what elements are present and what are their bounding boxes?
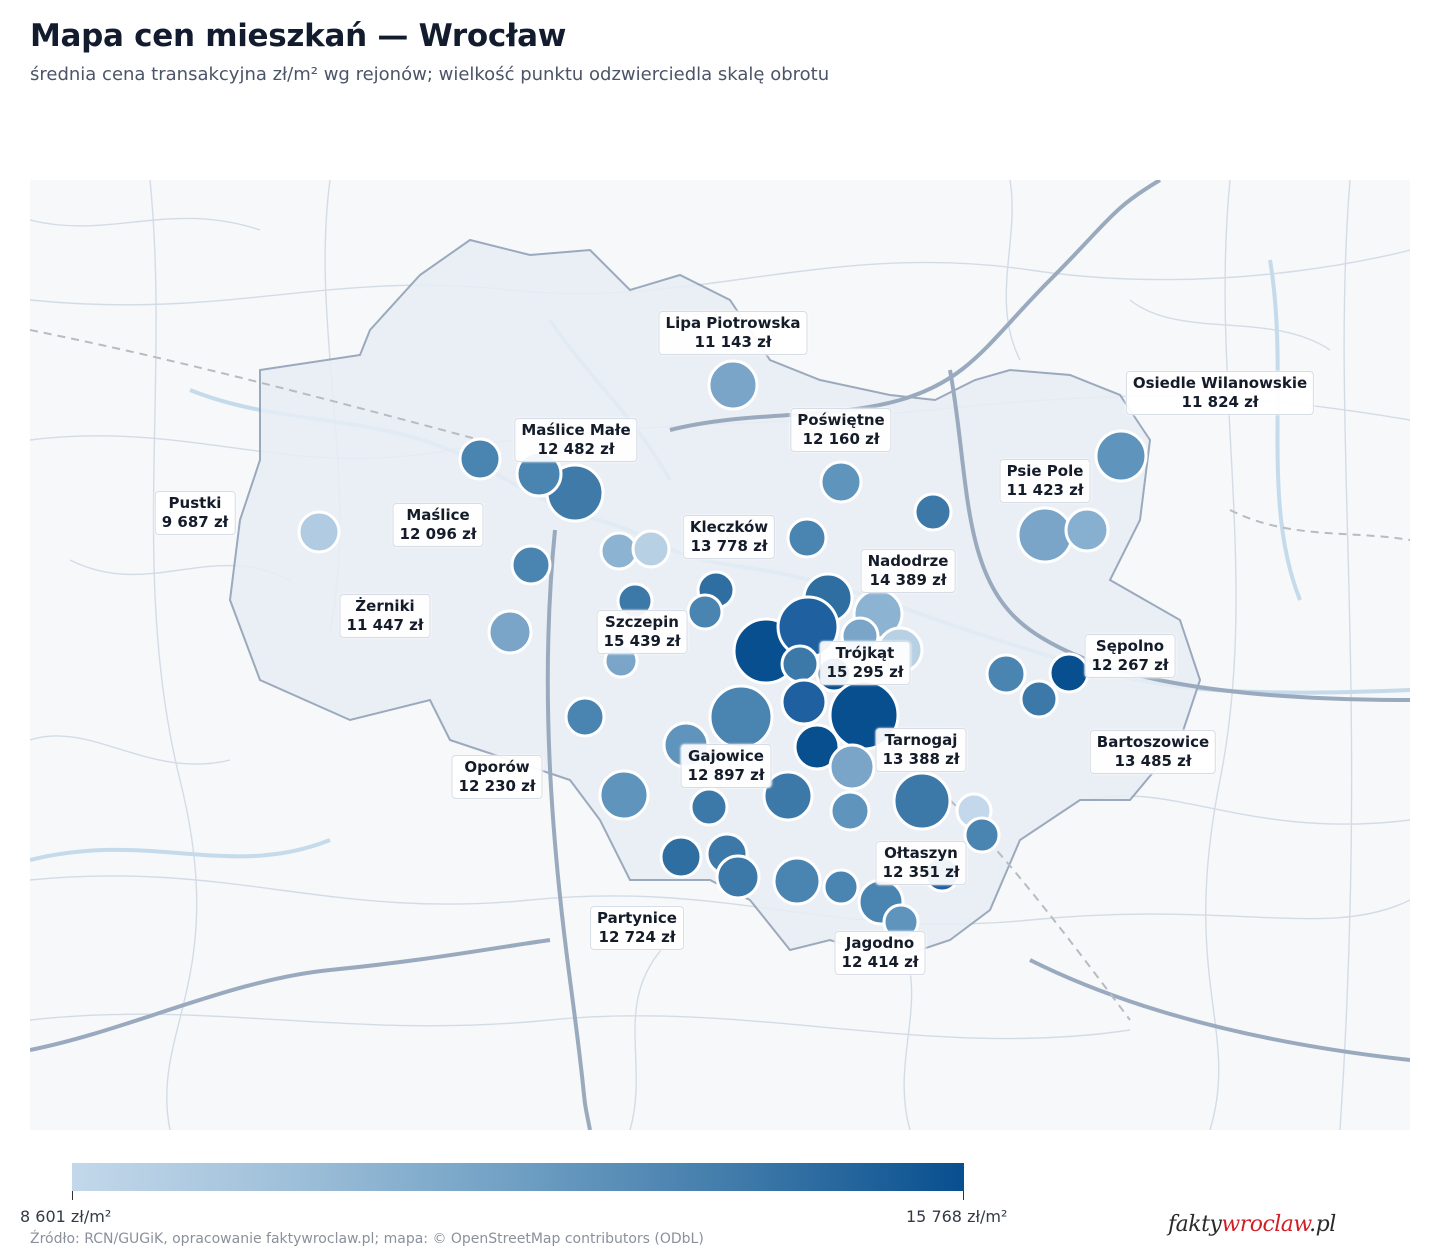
- legend-min-label: 8 601 zł/m²: [20, 1207, 112, 1226]
- marker-south-4[interactable]: [772, 856, 822, 906]
- label-zerniki[interactable]: Żerniki 11 447 zł: [339, 594, 431, 638]
- map-frame[interactable]: Lipa Piotrowska 11 143 zł Osiedle Wilano…: [30, 180, 1410, 1130]
- marker-kleczkow-3[interactable]: [631, 529, 671, 569]
- color-legend-bar: [72, 1163, 964, 1191]
- marker-psie-pole-2[interactable]: [1064, 507, 1110, 553]
- marker-bartoszowice-2[interactable]: [963, 816, 1001, 854]
- marker-south-3[interactable]: [715, 854, 761, 900]
- marker-centre-5[interactable]: [780, 644, 820, 684]
- label-bartoszowice[interactable]: Bartoszowice 13 485 zł: [1089, 730, 1217, 774]
- label-nadodrze[interactable]: Nadodrze 14 389 zł: [860, 549, 956, 593]
- logo-part-2: wroclaw: [1221, 1212, 1310, 1237]
- page-subtitle: średnia cena transakcyjna zł/m² wg rejon…: [30, 64, 830, 85]
- source-note: Źródło: RCN/GUGiK, opracowanie faktywroc…: [30, 1231, 704, 1247]
- label-jagodno[interactable]: Jagodno 12 414 zł: [834, 931, 926, 975]
- label-osiedle-wilanowskie[interactable]: Osiedle Wilanowskie 11 824 zł: [1125, 371, 1315, 415]
- label-szczepin[interactable]: Szczepin 15 439 zł: [596, 610, 688, 654]
- marker-zerniki[interactable]: [487, 609, 533, 655]
- marker-south-1[interactable]: [659, 835, 703, 879]
- marker-north-west[interactable]: [458, 437, 502, 481]
- marker-sepolno-3[interactable]: [1019, 679, 1059, 719]
- marker-szczepin-3[interactable]: [686, 593, 724, 631]
- label-oltaszyn[interactable]: Ołtaszyn 12 351 zł: [875, 841, 967, 885]
- marker-tarnogaj-2[interactable]: [828, 743, 876, 791]
- marker-gajowice-1[interactable]: [708, 684, 774, 750]
- logo-part-1: fakty: [1168, 1212, 1222, 1237]
- label-psie-pole[interactable]: Psie Pole 11 423 zł: [999, 459, 1091, 503]
- marker-lipa-piotrowska[interactable]: [707, 359, 759, 411]
- marker-poswietne[interactable]: [819, 460, 863, 504]
- legend-tick-min: [72, 1191, 73, 1200]
- marker-north-east[interactable]: [913, 492, 953, 532]
- label-lipa-piotrowska[interactable]: Lipa Piotrowska 11 143 zł: [658, 311, 808, 355]
- marker-psie-pole[interactable]: [1016, 506, 1074, 564]
- logo[interactable]: faktywroclaw.pl: [1168, 1212, 1336, 1237]
- label-maslice[interactable]: Maślice 12 096 zł: [392, 503, 484, 547]
- marker-kleczkow[interactable]: [786, 517, 828, 559]
- street-network: [30, 180, 1410, 1130]
- marker-oporow[interactable]: [598, 769, 650, 821]
- label-sepolno[interactable]: Sępolno 12 267 zł: [1084, 634, 1176, 678]
- marker-sepolno[interactable]: [1048, 652, 1090, 694]
- page-title: Mapa cen mieszkań — Wrocław: [30, 18, 567, 54]
- marker-gajowice-5[interactable]: [829, 790, 871, 832]
- marker-pustki[interactable]: [297, 510, 341, 554]
- marker-centre-6[interactable]: [780, 678, 828, 726]
- label-kleczkow[interactable]: Kleczków 13 778 zł: [682, 515, 776, 559]
- marker-sepolno-2[interactable]: [985, 653, 1027, 695]
- marker-gajowice-3[interactable]: [762, 770, 814, 822]
- legend-tick-max: [963, 1191, 964, 1200]
- logo-part-3: .pl: [1309, 1212, 1336, 1237]
- legend-max-label: 15 768 zł/m²: [906, 1207, 1008, 1226]
- label-pustki[interactable]: Pustki 9 687 zł: [154, 491, 236, 535]
- marker-tarnogaj-1[interactable]: [793, 723, 841, 771]
- label-tarnogaj[interactable]: Tarnogaj 13 388 zł: [875, 728, 967, 772]
- main-roads: [30, 180, 1410, 1130]
- label-poswietne[interactable]: Poświętne 12 160 zł: [790, 408, 892, 452]
- label-partynice[interactable]: Partynice 12 724 zł: [590, 906, 684, 950]
- label-trojkat[interactable]: Trójkąt 15 295 zł: [819, 641, 911, 685]
- label-gajowice[interactable]: Gajowice 12 897 zł: [680, 744, 772, 788]
- label-maslice-male[interactable]: Maślice Małe 12 482 zł: [514, 418, 638, 462]
- marker-west-1[interactable]: [564, 696, 606, 738]
- marker-kleczkow-2[interactable]: [599, 531, 639, 571]
- label-oporow[interactable]: Oporów 12 230 zł: [451, 755, 543, 799]
- marker-osiedle-wilanowskie[interactable]: [1094, 429, 1148, 483]
- marker-gajowice-4[interactable]: [689, 787, 729, 827]
- marker-south-5[interactable]: [822, 868, 860, 906]
- marker-maslice[interactable]: [510, 544, 552, 586]
- marker-tarnogaj-3[interactable]: [892, 771, 952, 831]
